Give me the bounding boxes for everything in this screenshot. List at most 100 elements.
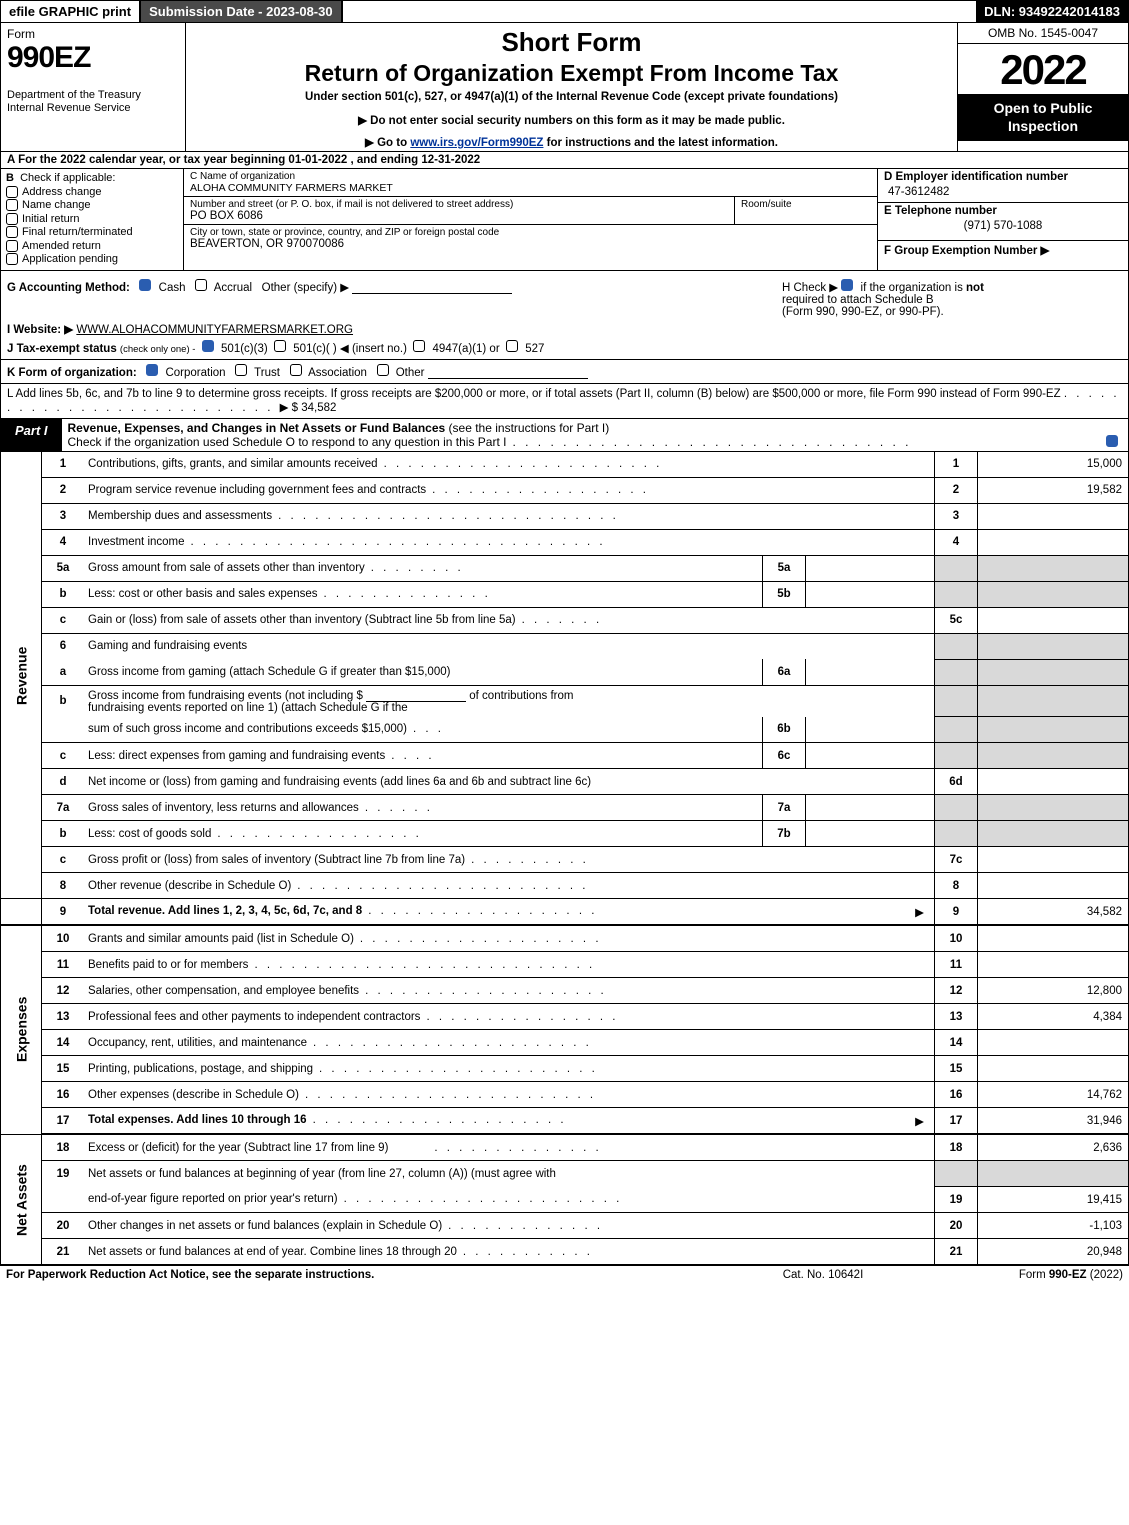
row-15: 15 Printing, publications, postage, and …	[1, 1056, 1129, 1082]
line-17-num: 17	[42, 1108, 85, 1135]
row-5a: 5a Gross amount from sale of assets othe…	[1, 555, 1129, 581]
website-value[interactable]: WWW.ALOHACOMMUNITYFARMERSMARKET.ORG	[76, 324, 353, 336]
section-j-label: J Tax-exempt status	[7, 343, 117, 355]
line-19-num2	[42, 1187, 85, 1213]
chk-501c[interactable]	[274, 340, 286, 352]
chk-initial-return[interactable]	[6, 213, 18, 225]
chk-name-change[interactable]	[6, 199, 18, 211]
line-6a-rn	[935, 659, 978, 685]
chk-application-pending[interactable]	[6, 253, 18, 265]
section-d-label: D Employer identification number	[884, 171, 1122, 183]
section-h-not: not	[966, 282, 984, 294]
footer-right: Form 990-EZ (2022)	[923, 1269, 1123, 1281]
row-6: 6 Gaming and fundraising events	[1, 633, 1129, 659]
line-6b-amount-field[interactable]	[366, 689, 466, 702]
chk-cash[interactable]	[139, 279, 151, 291]
line-18-num: 18	[42, 1134, 85, 1161]
lbl-other: Other (specify) ▶	[262, 282, 349, 294]
line-6-desc: Gaming and fundraising events	[88, 640, 247, 652]
department-label: Department of the Treasury Internal Reve…	[7, 89, 179, 115]
line-5b-num: b	[42, 581, 85, 607]
chk-501c3[interactable]	[202, 340, 214, 352]
line-10-desc: Grants and similar amounts paid (list in…	[88, 933, 360, 945]
chk-final-return[interactable]	[6, 226, 18, 238]
line-2-num: 2	[42, 477, 85, 503]
footer-mid: Cat. No. 10642I	[723, 1269, 923, 1281]
chk-527[interactable]	[506, 340, 518, 352]
other-org-field[interactable]	[428, 366, 588, 379]
line-6b-d4: sum of such gross income and contributio…	[88, 723, 413, 735]
omb-number: OMB No. 1545-0047	[958, 23, 1128, 44]
lbl-4947: 4947(a)(1) or	[433, 343, 500, 355]
org-street: PO BOX 6086	[190, 210, 728, 222]
row-6c: c Less: direct expenses from gaming and …	[1, 743, 1129, 769]
line-15-desc: Printing, publications, postage, and shi…	[88, 1063, 319, 1075]
line-6d-num: d	[42, 769, 85, 795]
lbl-amended-return: Amended return	[22, 240, 101, 252]
chk-other-org[interactable]	[377, 364, 389, 376]
chk-schedule-b[interactable]	[841, 279, 853, 291]
line-20-rn: 20	[935, 1213, 978, 1239]
section-b-checkif: Check if applicable:	[20, 172, 115, 184]
part1-label: Part I	[1, 419, 62, 451]
chk-amended-return[interactable]	[6, 240, 18, 252]
line-18-desc: Excess or (deficit) for the year (Subtra…	[88, 1142, 394, 1154]
line-5a-desc: Gross amount from sale of assets other t…	[88, 562, 371, 574]
row-18: Net Assets 18 Excess or (deficit) for th…	[1, 1134, 1129, 1161]
line-3-desc: Membership dues and assessments	[88, 510, 278, 522]
line-20-desc: Other changes in net assets or fund bala…	[88, 1220, 448, 1232]
form-header: Form 990EZ Department of the Treasury In…	[0, 23, 1129, 152]
other-method-field[interactable]	[352, 281, 512, 294]
section-bcdef: B Check if applicable: Address change Na…	[0, 169, 1129, 271]
part1-title: Revenue, Expenses, and Changes in Net As…	[68, 421, 446, 435]
line-7c-desc: Gross profit or (loss) from sales of inv…	[88, 854, 471, 866]
line-7c-val	[978, 847, 1129, 873]
line-5b-rn	[935, 581, 978, 607]
line-7c-rn: 7c	[935, 847, 978, 873]
chk-accrual[interactable]	[195, 279, 207, 291]
topbar-spacer	[343, 1, 977, 22]
line-5b-desc: Less: cost or other basis and sales expe…	[88, 588, 324, 600]
line-9-val: 34,582	[978, 899, 1129, 926]
line-7b-rn	[935, 821, 978, 847]
section-j: J Tax-exempt status (check only one) - 5…	[0, 338, 1129, 360]
chk-trust[interactable]	[235, 364, 247, 376]
line-2-desc: Program service revenue including govern…	[88, 484, 432, 496]
lbl-501c: 501(c)( ) ◀ (insert no.)	[293, 343, 407, 355]
line-3-val	[978, 503, 1129, 529]
section-b: B Check if applicable: Address change Na…	[1, 169, 184, 270]
line-10-num: 10	[42, 925, 85, 952]
line-8-num: 8	[42, 873, 85, 899]
line-4-rn: 4	[935, 529, 978, 555]
chk-4947[interactable]	[413, 340, 425, 352]
line-5c-rn: 5c	[935, 607, 978, 633]
lbl-trust: Trust	[254, 367, 280, 379]
line-6b-num2	[42, 717, 85, 743]
line-6c-num: c	[42, 743, 85, 769]
row-5b: b Less: cost or other basis and sales ex…	[1, 581, 1129, 607]
line-7b-desc: Less: cost of goods sold	[88, 828, 217, 840]
line-6a-sn: 6a	[763, 659, 806, 685]
line-16-desc: Other expenses (describe in Schedule O)	[88, 1089, 305, 1101]
form-number: 990EZ	[7, 41, 179, 75]
row-21: 21 Net assets or fund balances at end of…	[1, 1239, 1129, 1266]
header-right: OMB No. 1545-0047 2022 Open to Public In…	[958, 23, 1128, 151]
chk-address-change[interactable]	[6, 186, 18, 198]
goto-post: for instructions and the latest informat…	[543, 137, 778, 149]
line-19-rn-sh	[935, 1161, 978, 1187]
line-9-num: 9	[42, 899, 85, 926]
line-2-rn: 2	[935, 477, 978, 503]
line-5a-rn	[935, 555, 978, 581]
chk-association[interactable]	[290, 364, 302, 376]
lbl-address-change: Address change	[22, 186, 102, 198]
irs-link[interactable]: www.irs.gov/Form990EZ	[410, 137, 543, 149]
dln-label: DLN: 93492242014183	[976, 1, 1128, 22]
section-h-pre: H Check ▶	[782, 282, 841, 294]
line-6c-sv	[806, 743, 935, 769]
chk-corporation[interactable]	[146, 364, 158, 376]
line-5a-sv	[806, 555, 935, 581]
line-20-val: -1,103	[978, 1213, 1129, 1239]
chk-schedule-o-part1[interactable]	[1106, 435, 1118, 447]
line-7a-desc: Gross sales of inventory, less returns a…	[88, 802, 365, 814]
line-6-rv	[978, 633, 1129, 659]
